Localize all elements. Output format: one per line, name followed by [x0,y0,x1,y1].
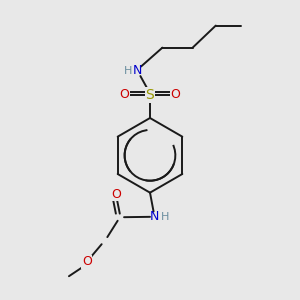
Text: S: S [146,88,154,102]
Text: H: H [161,212,169,222]
Text: H: H [123,66,132,76]
Text: O: O [82,256,92,268]
Text: O: O [171,88,181,101]
Text: O: O [119,88,129,101]
Text: N: N [150,210,159,223]
Text: O: O [111,188,121,201]
Text: N: N [133,64,142,77]
